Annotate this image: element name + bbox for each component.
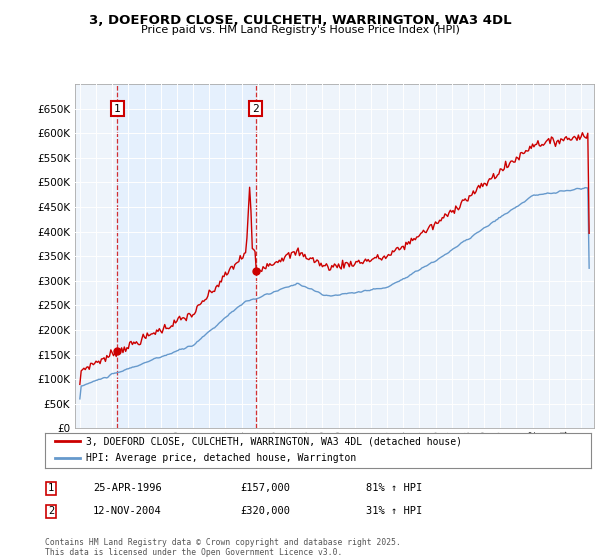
Text: 81% ↑ HPI: 81% ↑ HPI xyxy=(366,483,422,493)
Text: 2: 2 xyxy=(252,104,259,114)
Text: 3, DOEFORD CLOSE, CULCHETH, WARRINGTON, WA3 4DL: 3, DOEFORD CLOSE, CULCHETH, WARRINGTON, … xyxy=(89,14,511,27)
Text: £157,000: £157,000 xyxy=(240,483,290,493)
Text: 1: 1 xyxy=(114,104,121,114)
Text: Contains HM Land Registry data © Crown copyright and database right 2025.
This d: Contains HM Land Registry data © Crown c… xyxy=(45,538,401,557)
Text: 12-NOV-2004: 12-NOV-2004 xyxy=(93,506,162,516)
Text: 3, DOEFORD CLOSE, CULCHETH, WARRINGTON, WA3 4DL (detached house): 3, DOEFORD CLOSE, CULCHETH, WARRINGTON, … xyxy=(86,436,462,446)
Text: £320,000: £320,000 xyxy=(240,506,290,516)
Bar xyxy=(118,84,256,428)
Text: 25-APR-1996: 25-APR-1996 xyxy=(93,483,162,493)
Text: Price paid vs. HM Land Registry's House Price Index (HPI): Price paid vs. HM Land Registry's House … xyxy=(140,25,460,35)
Text: HPI: Average price, detached house, Warrington: HPI: Average price, detached house, Warr… xyxy=(86,453,356,463)
Text: 31% ↑ HPI: 31% ↑ HPI xyxy=(366,506,422,516)
Text: 1: 1 xyxy=(48,483,54,493)
Text: 2: 2 xyxy=(48,506,54,516)
